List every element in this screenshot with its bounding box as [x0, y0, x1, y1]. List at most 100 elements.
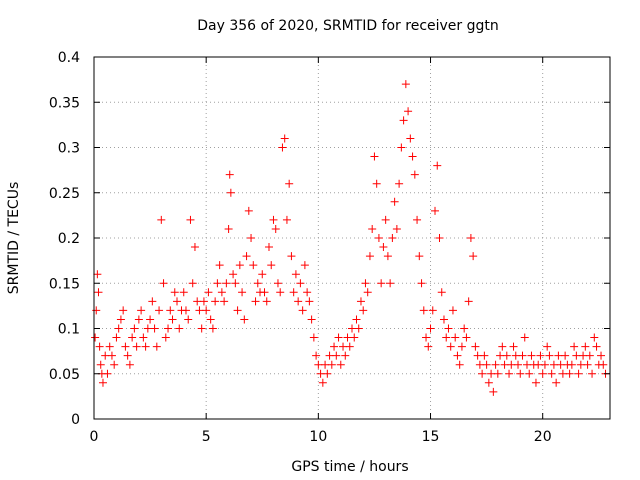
- data-point: [164, 324, 173, 333]
- data-point: [224, 224, 233, 233]
- data-point: [298, 306, 307, 315]
- data-point: [599, 360, 608, 369]
- data-point: [365, 252, 374, 261]
- data-point: [507, 360, 516, 369]
- data-point: [453, 351, 462, 360]
- data-point: [422, 333, 431, 342]
- data-point: [296, 279, 305, 288]
- data-point: [195, 306, 204, 315]
- y-axis-title: SRMTID / TECUs: [6, 182, 22, 295]
- data-point: [184, 315, 193, 324]
- data-point: [294, 297, 303, 306]
- data-point: [356, 297, 365, 306]
- x-axis-title: GPS time / hours: [291, 459, 408, 475]
- data-point: [188, 279, 197, 288]
- data-point: [152, 342, 161, 351]
- data-point: [307, 315, 316, 324]
- data-point: [96, 360, 105, 369]
- data-point: [583, 360, 592, 369]
- data-point: [383, 252, 392, 261]
- data-point: [280, 134, 289, 143]
- data-point: [574, 369, 583, 378]
- data-point: [208, 324, 217, 333]
- data-point: [511, 351, 520, 360]
- data-point: [260, 288, 269, 297]
- data-point: [489, 387, 498, 396]
- data-point: [460, 324, 469, 333]
- data-point: [125, 360, 134, 369]
- data-point: [522, 360, 531, 369]
- data-point: [170, 288, 179, 297]
- data-point: [487, 369, 496, 378]
- data-point: [565, 369, 574, 378]
- data-point: [95, 342, 104, 351]
- data-point: [478, 369, 487, 378]
- data-point: [500, 360, 509, 369]
- data-point: [352, 315, 361, 324]
- data-point: [462, 333, 471, 342]
- data-point: [128, 333, 137, 342]
- data-point: [264, 243, 273, 252]
- data-point: [466, 234, 475, 242]
- data-point: [309, 333, 318, 342]
- data-point: [119, 306, 128, 315]
- data-point: [334, 333, 343, 342]
- data-point: [215, 261, 224, 270]
- y-tick-label: 0.25: [49, 186, 80, 202]
- data-point: [240, 315, 249, 324]
- data-point: [348, 324, 356, 333]
- data-point: [330, 342, 339, 351]
- data-point: [588, 369, 597, 378]
- data-point: [446, 342, 455, 351]
- data-point: [130, 324, 139, 333]
- data-point: [325, 351, 334, 360]
- data-point: [392, 224, 401, 233]
- data-point: [229, 270, 238, 279]
- data-point: [475, 360, 484, 369]
- grid-layer: [94, 57, 610, 419]
- data-point: [116, 315, 125, 324]
- data-point: [282, 215, 291, 224]
- data-point: [395, 179, 404, 188]
- data-point: [545, 351, 554, 360]
- data-point: [159, 279, 168, 288]
- data-point: [345, 342, 354, 351]
- data-point: [556, 360, 565, 369]
- data-point: [484, 378, 493, 387]
- data-point: [534, 360, 543, 369]
- axis-ticks: [93, 56, 610, 420]
- data-point: [269, 215, 278, 224]
- data-point: [332, 351, 341, 360]
- data-point: [502, 351, 511, 360]
- data-point: [390, 197, 399, 206]
- data-point: [428, 306, 437, 315]
- data-point: [101, 351, 110, 360]
- data-point: [592, 342, 601, 351]
- data-point: [202, 306, 211, 315]
- data-point: [150, 324, 159, 333]
- data-point: [386, 279, 395, 288]
- data-point: [312, 351, 321, 360]
- data-point: [91, 333, 100, 342]
- data-point: [267, 261, 276, 270]
- data-point: [249, 261, 258, 270]
- data-point: [516, 369, 525, 378]
- data-point: [381, 215, 390, 224]
- data-point: [155, 306, 164, 315]
- data-point: [431, 206, 440, 215]
- data-point: [455, 360, 464, 369]
- data-point: [377, 279, 386, 288]
- data-point: [323, 369, 332, 378]
- data-point: [361, 279, 370, 288]
- data-point: [226, 188, 235, 197]
- data-point: [451, 333, 460, 342]
- data-point: [217, 288, 226, 297]
- data-point: [305, 297, 314, 306]
- data-point: [204, 288, 213, 297]
- data-point: [253, 279, 262, 288]
- data-point: [316, 369, 325, 378]
- data-point: [401, 80, 410, 89]
- data-point: [186, 215, 195, 224]
- data-point: [536, 351, 545, 360]
- data-point: [473, 351, 482, 360]
